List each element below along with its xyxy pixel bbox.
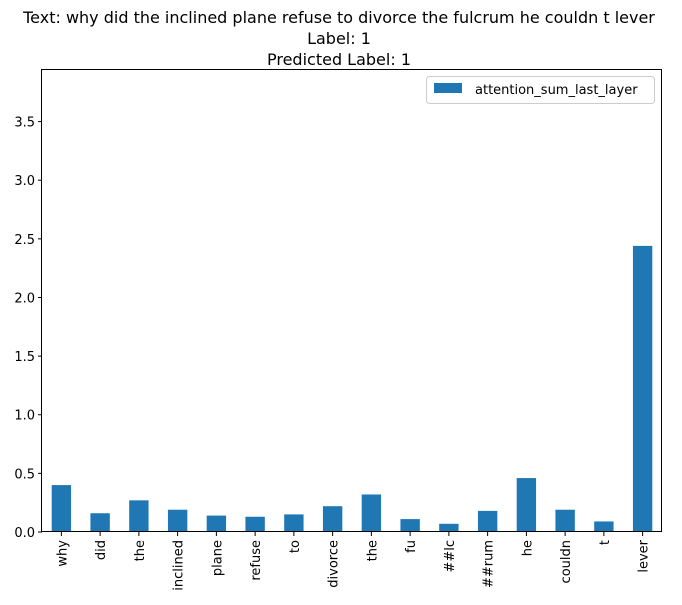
bars [51,245,653,532]
bar-9 [400,519,420,532]
bar-6 [284,514,304,532]
bar-11 [477,510,498,532]
legend: attention_sum_last_layer [426,76,655,104]
x-tick-label-9: fu [404,540,419,553]
x-tick-label-14: t [598,540,613,545]
bar-2 [129,500,149,532]
x-tick-label-8: the [365,540,380,561]
x-tick-label-10: ##lc [443,540,458,573]
plot-frame [41,69,662,532]
y-tick-label-1: 0.5 [14,467,35,482]
y-tick-label-7: 3.5 [14,116,35,131]
bar-13 [555,509,575,532]
bar-12 [516,478,537,532]
x-tick-label-5: refuse [249,540,264,581]
bar-14 [594,521,614,532]
bar-0 [51,485,72,532]
y-tick-label-0: 0.0 [14,526,35,541]
legend-label: attention_sum_last_layer [475,83,638,98]
bar-7 [322,506,343,532]
y-tick-label-5: 2.5 [14,233,35,248]
legend-box [426,76,655,104]
x-tick-label-3: inclined [172,540,187,591]
x-tick-label-0: why [55,540,70,567]
legend-swatch [434,83,462,93]
x-tick-label-15: lever [637,539,652,572]
x-tick-label-6: to [288,540,303,553]
bar-3 [167,509,188,532]
bar-1 [90,513,110,532]
x-tick-label-11: ##rum [482,540,497,588]
y-tick-label-2: 1.0 [14,409,35,424]
x-tick-label-13: couldn [559,540,574,583]
x-tick-label-2: the [133,540,148,561]
chart-title-line-2: Label: 1 [307,29,371,48]
x-axis-ticks: why did the inclined plane refuse to divorce the… [55,532,652,591]
x-tick-label-12: he [520,540,535,556]
y-axis-ticks: 0.0 0.5 1.0 1.5 2.0 2.5 3.0 3.5 [14,116,42,541]
bar-8 [361,494,382,532]
bar-4 [206,515,227,532]
y-tick-label-6: 3.0 [14,174,35,189]
chart-title-line-1: Text: why did the inclined plane refuse … [22,8,655,27]
x-tick-label-4: plane [210,540,225,576]
bar-15 [632,245,653,532]
bar-10 [439,523,459,532]
bar-5 [245,516,265,532]
x-tick-label-7: divorce [327,540,342,588]
x-tick-label-1: did [94,540,109,560]
chart-title-line-3: Predicted Label: 1 [267,50,411,69]
y-tick-label-4: 2.0 [14,291,35,306]
y-tick-label-3: 1.5 [14,350,35,365]
chart-title: Text: why did the inclined plane refuse … [22,8,655,69]
